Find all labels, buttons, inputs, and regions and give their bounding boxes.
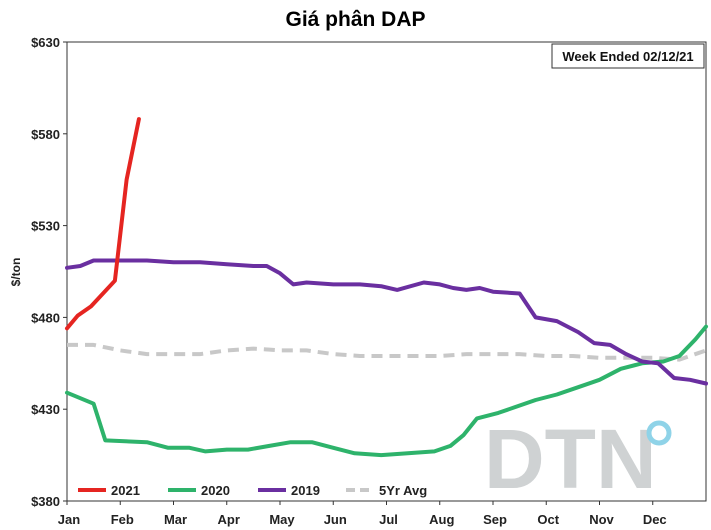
y-tick-label: $380	[31, 494, 60, 509]
x-tick-label: Aug	[429, 512, 454, 527]
chart-title: Giá phân DAP	[285, 8, 426, 31]
y-tick-label: $580	[31, 127, 60, 142]
legend-label: 5Yr Avg	[379, 483, 427, 498]
legend-label: 2019	[291, 483, 320, 498]
y-tick-label: $430	[31, 402, 60, 417]
plot-area	[66, 41, 707, 502]
x-tick-label: Sep	[483, 512, 507, 527]
x-tick-label: Jul	[379, 512, 398, 527]
x-tick-label: Apr	[218, 512, 240, 527]
watermark-text: DTN	[484, 412, 657, 506]
x-tick-label: Feb	[111, 512, 134, 527]
legend-label: 2020	[201, 483, 230, 498]
x-axis: Jan Feb Mar Apr May Jun Jul Aug Sep Oct Nov Dec	[58, 501, 667, 527]
week-ended-box: Week Ended 02/12/21	[551, 43, 705, 69]
series-line-2020	[65, 324, 708, 458]
dtn-watermark: DTN	[484, 412, 672, 506]
x-tick-label: Nov	[589, 512, 614, 527]
y-tick-label: $530	[31, 219, 60, 234]
y-axis: $630 $580 $530 $480 $430 $380	[31, 35, 67, 509]
series-lines	[65, 117, 708, 458]
watermark-dot	[646, 420, 672, 446]
series-line-2021	[65, 117, 141, 331]
x-tick-label: May	[269, 512, 295, 527]
x-tick-label: Jun	[324, 512, 347, 527]
x-tick-label: Oct	[537, 512, 559, 527]
legend-label: 2021	[111, 483, 140, 498]
x-tick-label: Dec	[643, 512, 667, 527]
legend: 2021 2020 2019 5Yr Avg	[78, 483, 427, 498]
series-line-2019	[65, 258, 708, 386]
x-tick-label: Mar	[164, 512, 187, 527]
week-ended-label: Week Ended 02/12/21	[562, 49, 693, 64]
y-tick-label: $630	[31, 35, 60, 50]
y-tick-label: $480	[31, 310, 60, 325]
y-axis-label: $/ton	[9, 258, 23, 287]
x-tick-label: Jan	[58, 512, 80, 527]
